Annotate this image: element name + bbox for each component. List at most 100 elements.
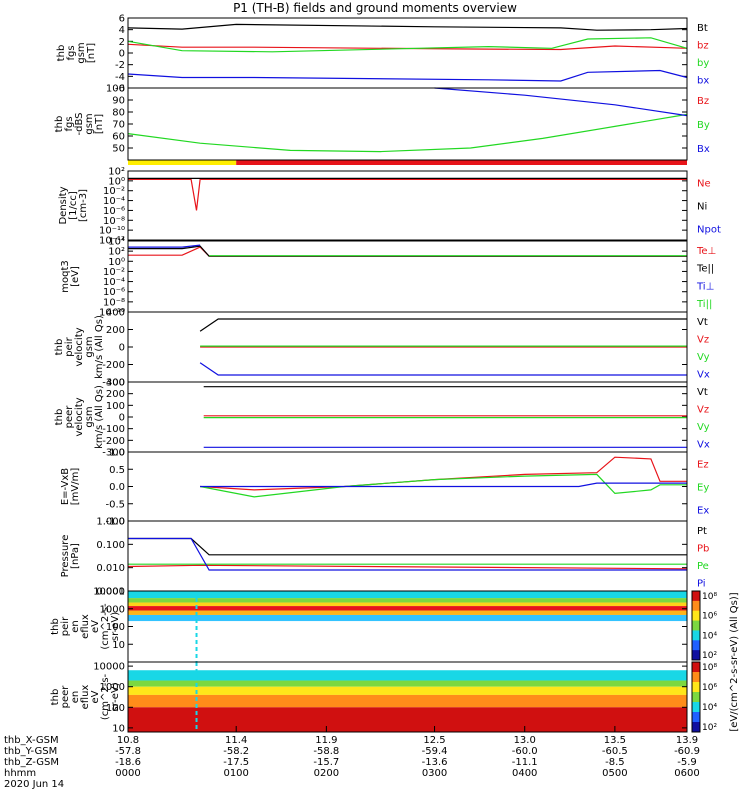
legend-Bx: Bx bbox=[697, 144, 710, 155]
panel-9: 10000 1000 100 10 thb peir en eflux eV (cm^2-s-sr… bbox=[50, 587, 688, 663]
colorbar-segment bbox=[692, 702, 700, 713]
colorbar-tick: 10⁸ bbox=[702, 663, 717, 673]
y-axis-label: thb bbox=[54, 116, 65, 133]
x-tick-label: 13.0 bbox=[514, 735, 536, 746]
y-tick-label: 10⁻¹⁰ bbox=[99, 226, 125, 237]
panel-frame bbox=[127, 170, 688, 241]
colorbar-segment bbox=[692, 640, 700, 651]
colorbar-tick: 10⁴ bbox=[702, 631, 717, 641]
y-tick-label: 10⁻² bbox=[103, 186, 125, 197]
series-Vx bbox=[199, 362, 687, 376]
y-axis-label: peer bbox=[64, 405, 75, 429]
y-tick-label: 10⁻⁸ bbox=[103, 216, 125, 227]
legend-Ti⊥: Ti⊥ bbox=[696, 281, 714, 292]
y-tick-label: 10 bbox=[112, 640, 125, 651]
y-axis-label: (cm^2-s- bbox=[100, 603, 111, 650]
y-axis-label: thb bbox=[56, 45, 67, 62]
y-axis-label: en bbox=[70, 620, 81, 633]
y-tick-label: 10⁻⁴ bbox=[103, 277, 125, 288]
y-tick-label: 200 bbox=[106, 389, 125, 400]
y-tick-label: 0.100 bbox=[96, 540, 125, 551]
x-row-label: hhmm bbox=[4, 768, 36, 779]
legend-Vy: Vy bbox=[697, 352, 710, 363]
legend-Ne: Ne bbox=[697, 179, 711, 190]
y-tick-label: 1.000 bbox=[96, 517, 125, 528]
legend-Vz: Vz bbox=[697, 404, 709, 415]
spectrogram-band bbox=[128, 670, 687, 681]
series-Ne bbox=[128, 178, 687, 211]
y-axis-label: (cm^2-s- bbox=[100, 673, 111, 720]
x-tick-label: 0500 bbox=[602, 768, 627, 779]
x-tick-label: 13.9 bbox=[676, 735, 698, 746]
y-axis-label: km/s (All Qs) bbox=[94, 385, 105, 449]
series-Bx bbox=[434, 87, 688, 117]
legend-Pt: Pt bbox=[697, 526, 707, 537]
series-Te⊥ bbox=[128, 246, 687, 257]
y-tick-label: -200 bbox=[102, 436, 125, 447]
spectrogram-band bbox=[128, 686, 687, 695]
spectrogram-band bbox=[128, 591, 687, 599]
y-tick-label: 10⁴ bbox=[108, 237, 125, 248]
y-axis-label: gsm bbox=[76, 42, 87, 63]
y-tick-label: -6 bbox=[115, 84, 125, 95]
orbit-bar-red bbox=[236, 160, 687, 165]
y-axis-label: [nT] bbox=[94, 114, 105, 134]
x-tick-label: -8.5 bbox=[605, 757, 625, 768]
x-tick-label: -15.7 bbox=[313, 757, 339, 768]
chart-title: P1 (TH-B) fields and ground moments over… bbox=[233, 1, 517, 15]
panel-frame bbox=[127, 87, 688, 161]
y-tick-label: 0.0 bbox=[109, 482, 125, 493]
y-tick-label: 10000 bbox=[93, 662, 125, 673]
y-tick-label: -4 bbox=[115, 72, 125, 83]
series-Ti⊥ bbox=[128, 244, 201, 248]
y-axis-label: [cm-3] bbox=[78, 189, 89, 222]
series-bz bbox=[127, 43, 688, 51]
panel-5: 400 200 0 -200 -400 Vt Vz Vy Vx thb peir velocity gs… bbox=[54, 308, 710, 389]
panel-8: 1.000 0.100 0.010 0.001 Pt Pb Pe Pi Pressure [nPa… bbox=[60, 517, 709, 598]
y-tick-label: 0.001 bbox=[96, 587, 125, 598]
x-tick-label: 0600 bbox=[674, 768, 699, 779]
y-axis-label: gsm bbox=[84, 406, 95, 427]
series-By bbox=[127, 113, 688, 153]
x-tick-label: -17.5 bbox=[223, 757, 249, 768]
y-axis-label: [mV/m] bbox=[70, 468, 81, 506]
y-axis-label: velocity bbox=[74, 327, 85, 366]
legend-bx: bx bbox=[697, 75, 709, 86]
y-axis-label: eflux bbox=[80, 614, 91, 639]
spectrogram-band bbox=[128, 598, 687, 603]
orbit-bar-yellow bbox=[128, 160, 237, 165]
panel-frame bbox=[127, 520, 688, 592]
y-axis-label: E=-VxB bbox=[60, 468, 71, 505]
y-axis-label: gsm bbox=[84, 336, 95, 357]
colorbar-segment bbox=[692, 630, 700, 641]
y-axis-label: Pressure bbox=[60, 535, 71, 578]
y-tick-label: 10000 bbox=[93, 587, 125, 598]
y-tick-label: 10² bbox=[108, 167, 125, 178]
spectrogram-band bbox=[128, 614, 687, 622]
y-axis-label: [nT] bbox=[86, 43, 97, 63]
y-tick-label: -100 bbox=[102, 424, 125, 435]
legend-Ez: Ez bbox=[697, 460, 709, 471]
spectrogram-band bbox=[128, 606, 687, 611]
y-tick-label: 100 bbox=[106, 703, 125, 714]
panel-frame bbox=[127, 240, 688, 313]
x-tick-label: 0000 bbox=[115, 768, 140, 779]
panel-frame bbox=[127, 661, 688, 733]
y-tick-label: 80 bbox=[112, 108, 125, 119]
y-axis-label: thb bbox=[54, 409, 65, 426]
legend-Ni: Ni bbox=[697, 202, 707, 213]
y-axis-label: eV bbox=[90, 690, 101, 703]
y-tick-label: 100 bbox=[106, 401, 125, 412]
y-tick-label: 2 bbox=[119, 37, 125, 48]
y-axis-label: thb bbox=[50, 689, 61, 706]
spectrogram-band bbox=[128, 707, 687, 732]
colorbar-segment bbox=[692, 610, 700, 622]
y-axis-label: peer bbox=[60, 685, 71, 709]
spectrogram-band bbox=[128, 680, 687, 687]
y-tick-label: -1.0 bbox=[105, 517, 125, 528]
y-axis-label: [eV] bbox=[70, 266, 81, 287]
x-tick-label: -59.4 bbox=[422, 746, 448, 757]
y-tick-label: 60 bbox=[112, 132, 125, 143]
